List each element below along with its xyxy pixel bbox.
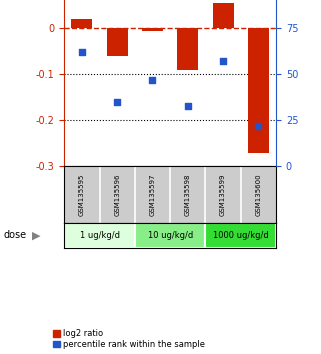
Bar — [213, 3, 234, 28]
Text: GSM135598: GSM135598 — [185, 173, 191, 216]
Legend: log2 ratio, percentile rank within the sample: log2 ratio, percentile rank within the s… — [52, 329, 206, 350]
Bar — [135, 223, 205, 248]
Text: GSM135599: GSM135599 — [220, 173, 226, 216]
Text: GSM135597: GSM135597 — [150, 173, 155, 216]
Text: 1000 ug/kg/d: 1000 ug/kg/d — [213, 231, 269, 240]
Bar — [205, 223, 276, 248]
Bar — [142, 28, 163, 31]
Point — [115, 99, 120, 105]
Point — [221, 59, 226, 64]
Text: 1 ug/kg/d: 1 ug/kg/d — [80, 231, 119, 240]
Point — [185, 103, 190, 108]
Bar — [107, 28, 128, 56]
Text: ▶: ▶ — [32, 230, 40, 240]
Text: dose: dose — [3, 230, 26, 240]
Bar — [248, 28, 269, 153]
Point — [79, 50, 84, 55]
Text: 10 ug/kg/d: 10 ug/kg/d — [148, 231, 193, 240]
Text: GSM135596: GSM135596 — [114, 173, 120, 216]
Bar — [64, 223, 135, 248]
Bar — [71, 19, 92, 28]
Bar — [177, 28, 198, 70]
Text: GSM135595: GSM135595 — [79, 173, 85, 216]
Text: GSM135600: GSM135600 — [256, 173, 261, 216]
Point — [256, 123, 261, 129]
Point — [150, 77, 155, 83]
